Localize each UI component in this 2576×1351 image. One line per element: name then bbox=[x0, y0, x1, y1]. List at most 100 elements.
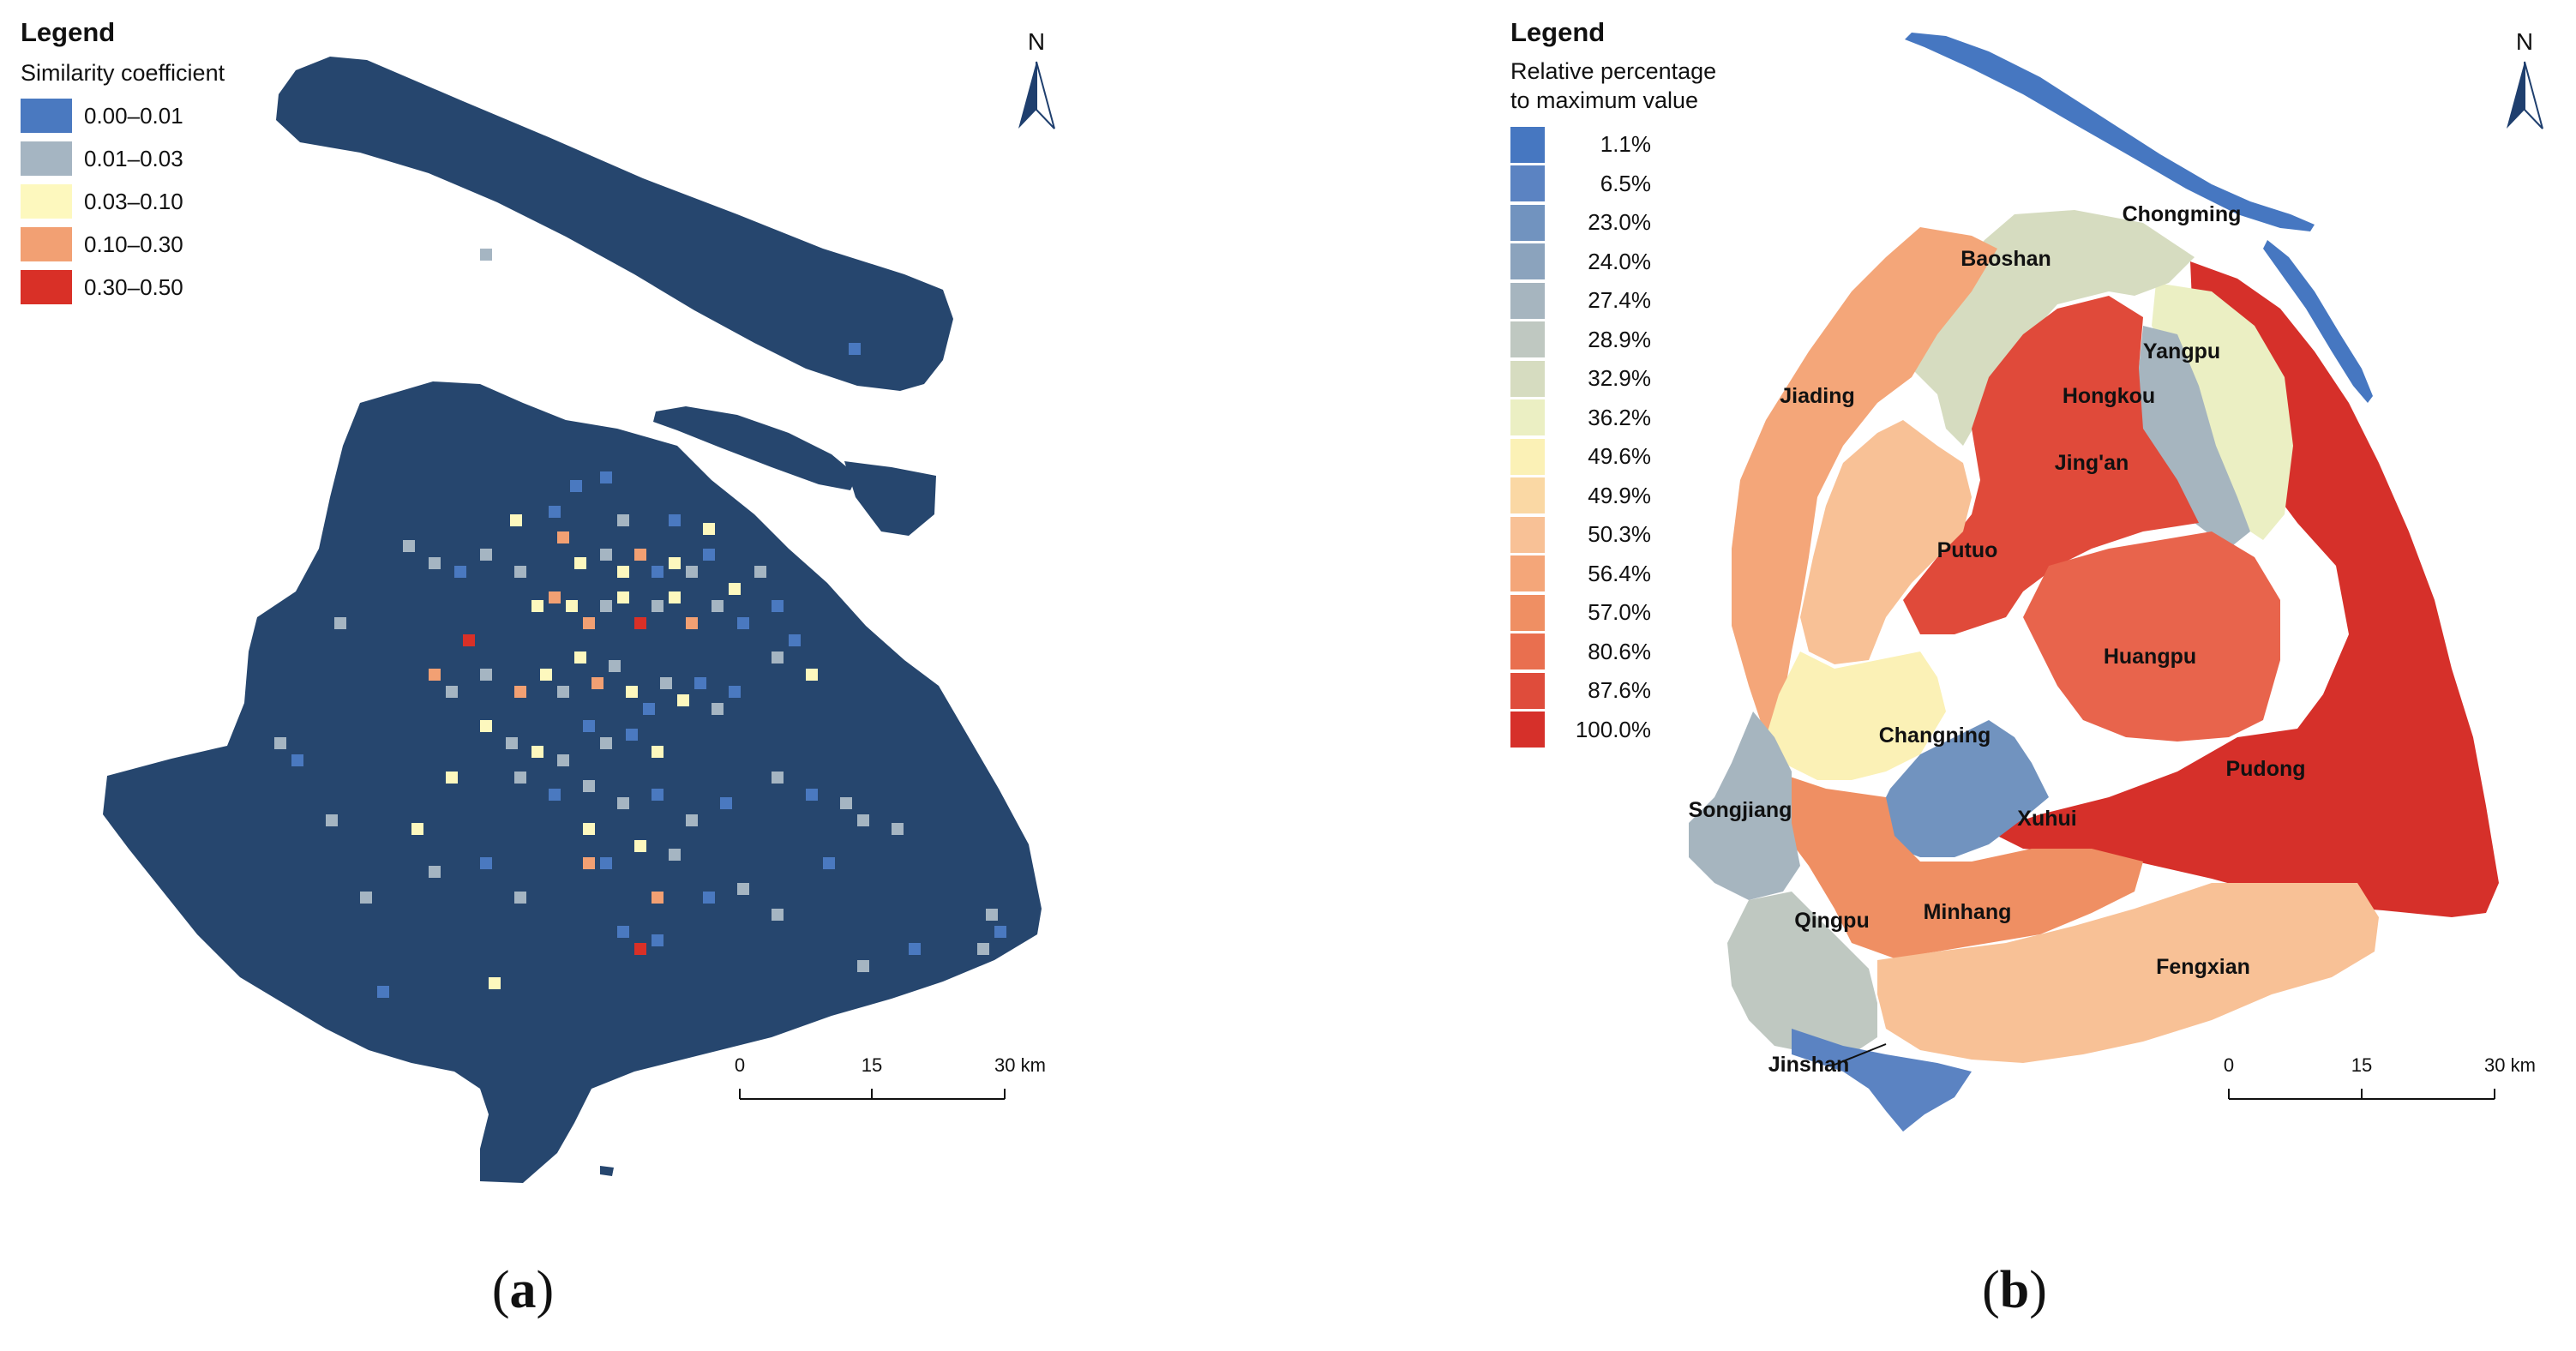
district-minhang bbox=[1774, 772, 2143, 958]
grid-cell bbox=[729, 583, 741, 595]
b-legend-swatch bbox=[1510, 477, 1545, 514]
label-baoshan: Baoshan bbox=[1961, 247, 2051, 271]
a-legend-label: 0.10–0.30 bbox=[84, 231, 183, 257]
grid-cell bbox=[463, 634, 475, 646]
grid-cell bbox=[857, 960, 869, 972]
label-minhang: Minhang bbox=[1924, 900, 2012, 924]
grid-cell bbox=[772, 909, 784, 921]
grid-cell bbox=[570, 480, 582, 492]
b-legend-label: 23.0% bbox=[1588, 209, 1651, 236]
district-songjiang bbox=[1689, 712, 1800, 900]
panel-a: N 0 15 30 km Legend Similarity coefficie… bbox=[0, 0, 1286, 1319]
grid-cell bbox=[840, 797, 852, 809]
b-legend-row: 80.6% bbox=[1510, 633, 1716, 672]
b-legend-label: 32.9% bbox=[1588, 365, 1651, 392]
b-legend-swatch bbox=[1510, 282, 1545, 319]
caption-b: (b) bbox=[1886, 1260, 2143, 1321]
grid-cell bbox=[892, 823, 904, 835]
district-changning bbox=[1766, 651, 1946, 780]
grid-cell bbox=[806, 669, 818, 681]
b-legend-swatch bbox=[1510, 360, 1545, 397]
grid-cell bbox=[403, 540, 415, 552]
label-pudong: Pudong bbox=[2225, 757, 2305, 781]
grid-cell bbox=[772, 651, 784, 663]
a-legend-row: 0.10–0.30 bbox=[21, 223, 230, 266]
grid-cell bbox=[326, 814, 338, 826]
b-legend-swatch bbox=[1510, 321, 1545, 358]
label-jinshan: Jinshan bbox=[1768, 1053, 1849, 1077]
label-changning: Changning bbox=[1879, 724, 1991, 748]
north-label-b: N bbox=[2516, 28, 2533, 55]
label-jingan: Jing'an bbox=[2055, 451, 2129, 475]
b-legend-row: 23.0% bbox=[1510, 203, 1716, 243]
a-legend-row: 0.00–0.01 bbox=[21, 94, 230, 137]
b-legend-label: 100.0% bbox=[1575, 716, 1651, 742]
b-legend-row: 49.9% bbox=[1510, 477, 1716, 516]
leader-line-jinshan bbox=[1834, 1043, 1887, 1066]
legend-items-a: 0.00–0.01 0.01–0.03 0.03–0.10 0.10–0.30 0.30… bbox=[21, 94, 230, 309]
grid-cell bbox=[652, 892, 664, 904]
north-arrow-b: N bbox=[2507, 28, 2543, 129]
district-jiading bbox=[1732, 227, 1997, 737]
b-legend-row: 100.0% bbox=[1510, 711, 1716, 750]
grid-cell bbox=[360, 892, 372, 904]
b-legend-swatch bbox=[1510, 712, 1545, 748]
district-xuhui bbox=[1877, 720, 2049, 857]
grid-cell bbox=[857, 814, 869, 826]
grid-cell bbox=[514, 772, 526, 784]
label-xuhui: Xuhui bbox=[2017, 807, 2076, 831]
grid-cell bbox=[772, 600, 784, 612]
b-legend-swatch bbox=[1510, 672, 1545, 709]
b-legend-label: 49.6% bbox=[1588, 443, 1651, 470]
b-legend-row: 57.0% bbox=[1510, 593, 1716, 633]
b-legend-label: 24.0% bbox=[1588, 248, 1651, 274]
grid-cell bbox=[600, 471, 612, 483]
grid-cell bbox=[600, 857, 612, 869]
caption-a-letter: a bbox=[509, 1261, 537, 1319]
grid-cell bbox=[652, 789, 664, 801]
grid-cell bbox=[737, 617, 749, 629]
grid-cell bbox=[789, 634, 801, 646]
legend-title-a: Legend bbox=[21, 17, 116, 47]
grid-cell bbox=[574, 557, 586, 569]
b-legend-row: 36.2% bbox=[1510, 399, 1716, 438]
grid-cell bbox=[712, 703, 724, 715]
grid-cell bbox=[686, 617, 698, 629]
district-jingan bbox=[1903, 296, 2199, 634]
district-putuo bbox=[1800, 420, 1972, 664]
grid-cell bbox=[669, 557, 681, 569]
caption-b-letter: b bbox=[1999, 1261, 2030, 1319]
district-jinshan bbox=[1792, 1029, 1972, 1132]
grid-cell bbox=[429, 669, 441, 681]
grid-cell bbox=[686, 814, 698, 826]
district-pudong bbox=[1989, 261, 2499, 917]
grid-cell bbox=[600, 549, 612, 561]
grid-cell bbox=[634, 840, 646, 852]
grid-cell bbox=[737, 883, 749, 895]
grid-cell bbox=[446, 686, 458, 698]
grid-cell bbox=[720, 797, 732, 809]
a-legend-swatch bbox=[21, 141, 72, 176]
legend-subtitle-a: Similarity coefficient bbox=[21, 60, 225, 86]
a-legend-row: 0.30–0.50 bbox=[21, 266, 230, 309]
caption-a-close: ) bbox=[536, 1261, 555, 1319]
grid-cell bbox=[600, 737, 612, 749]
grid-cell bbox=[652, 934, 664, 946]
label-songjiang: Songjiang bbox=[1689, 798, 1792, 822]
grid-cell bbox=[626, 686, 638, 698]
grid-cell bbox=[480, 249, 492, 261]
grid-cell bbox=[291, 754, 303, 766]
grid-cell bbox=[377, 986, 389, 998]
grid-cell bbox=[583, 780, 595, 792]
a-legend-row: 0.01–0.03 bbox=[21, 137, 230, 180]
grid-cell bbox=[712, 600, 724, 612]
grid-cell bbox=[652, 746, 664, 758]
legend-b: Legend Relative percentage to maximum va… bbox=[1510, 17, 1716, 749]
b-legend-label: 36.2% bbox=[1588, 404, 1651, 430]
b-legend-swatch bbox=[1510, 633, 1545, 670]
grid-cell bbox=[583, 823, 595, 835]
grid-cell bbox=[806, 789, 818, 801]
a-legend-label: 0.01–0.03 bbox=[84, 145, 183, 171]
grid-cell bbox=[643, 703, 655, 715]
a-legend-label: 0.00–0.01 bbox=[84, 102, 183, 129]
